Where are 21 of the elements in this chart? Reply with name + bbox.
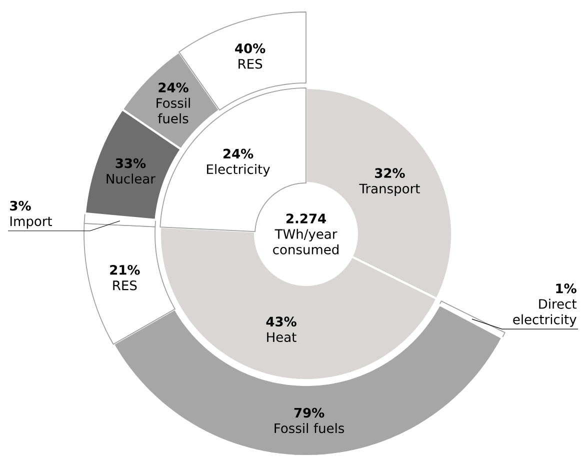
data-label: 21% xyxy=(110,264,140,275)
slice-label: Electricity xyxy=(207,164,270,177)
slice-label: Transport xyxy=(359,184,420,196)
data-label: 40% xyxy=(235,43,266,54)
slice-label: Import xyxy=(10,216,52,229)
data-label: 43% xyxy=(266,316,296,327)
slice-label: Nuclear xyxy=(106,174,156,184)
data-label: 3% xyxy=(10,200,31,211)
data-label: 24% xyxy=(158,82,188,92)
data-label: 32% xyxy=(375,168,405,178)
slice-label: Direct electricity xyxy=(513,298,577,327)
text: 2.274 TWh/year consumed xyxy=(273,214,338,254)
slice-label: Heat xyxy=(267,332,296,342)
data-label: 33% xyxy=(116,158,146,168)
data-label: 79% xyxy=(294,408,324,418)
data-label: 24% xyxy=(224,148,254,159)
slice-label: RES xyxy=(238,58,262,69)
data-label: 1% xyxy=(556,284,576,294)
slice-label: Fossil fuels xyxy=(156,98,190,124)
slice-label: Fossil fuels xyxy=(274,423,344,434)
slice-label: RES xyxy=(113,280,137,290)
